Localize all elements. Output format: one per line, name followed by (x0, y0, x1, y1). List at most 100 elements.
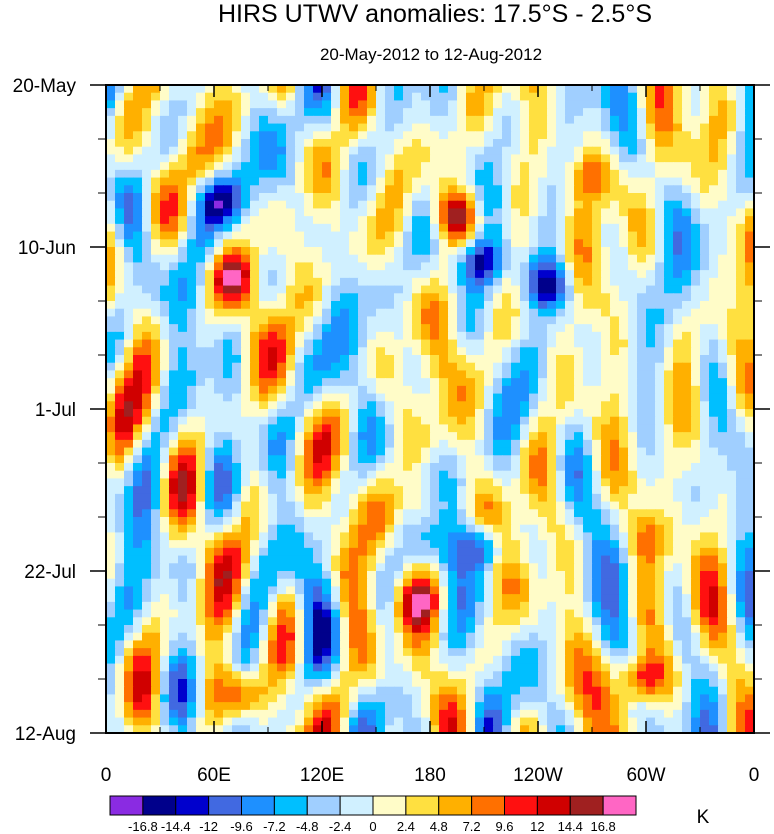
heatmap-cell (223, 447, 233, 456)
heatmap-cell (106, 239, 116, 248)
heatmap-cell (493, 331, 503, 341)
heatmap-cell (403, 92, 413, 102)
heatmap-cell (169, 139, 179, 148)
heatmap-cell (610, 409, 620, 418)
heatmap-cell (736, 131, 746, 140)
heatmap-cell (565, 586, 575, 595)
heatmap-cell (574, 578, 584, 588)
heatmap-cell (367, 347, 377, 356)
heatmap-cell (394, 139, 404, 148)
heatmap-cell (502, 409, 512, 418)
heatmap-cell (709, 532, 719, 541)
heatmap-cell (610, 177, 620, 186)
heatmap-cell (142, 432, 152, 441)
heatmap-cell (205, 169, 215, 179)
heatmap-cell (151, 393, 161, 402)
heatmap-cell (583, 200, 593, 210)
heatmap-cell (124, 285, 134, 294)
heatmap-cell (394, 293, 404, 302)
heatmap-cell (745, 401, 754, 410)
heatmap-cell (124, 393, 134, 402)
heatmap-cell (259, 501, 269, 510)
heatmap-cell (466, 324, 476, 333)
heatmap-cell (547, 177, 557, 186)
heatmap-cell (286, 478, 296, 487)
heatmap-cell (493, 92, 503, 102)
heatmap-cell (358, 108, 368, 117)
heatmap-cell (394, 208, 404, 217)
heatmap-cell (709, 447, 719, 456)
heatmap-cell (376, 216, 386, 225)
heatmap-cell (736, 393, 746, 402)
heatmap-cell (745, 92, 754, 102)
heatmap-cell (241, 378, 251, 387)
heatmap-cell (142, 193, 152, 202)
heatmap-cell (673, 277, 683, 287)
heatmap-cell (538, 123, 548, 132)
heatmap-cell (187, 331, 197, 341)
heatmap-cell (295, 601, 305, 611)
heatmap-cell (403, 563, 413, 572)
heatmap-cell (430, 362, 440, 372)
heatmap-cell (250, 432, 260, 441)
heatmap-cell (529, 324, 539, 333)
heatmap-cell (385, 85, 395, 94)
heatmap-cell (583, 470, 593, 480)
heatmap-cell (268, 139, 278, 148)
heatmap-cell (502, 270, 512, 279)
heatmap-cell (241, 270, 251, 279)
heatmap-cell (637, 262, 647, 271)
heatmap-cell (538, 169, 548, 179)
heatmap-cell (403, 586, 413, 595)
heatmap-cell (259, 509, 269, 518)
heatmap-cell (322, 208, 332, 217)
heatmap-cell (178, 609, 188, 618)
heatmap-cell (322, 463, 332, 472)
heatmap-cell (520, 270, 530, 279)
heatmap-cell (304, 501, 314, 510)
heatmap-cell (727, 115, 737, 125)
heatmap-cell (160, 331, 170, 341)
heatmap-cell (214, 316, 224, 325)
heatmap-cell (646, 301, 656, 310)
heatmap-cell (682, 108, 692, 117)
heatmap-cell (214, 571, 224, 580)
heatmap-cell (358, 301, 368, 310)
heatmap-cell (196, 617, 206, 626)
heatmap-cell (331, 216, 341, 225)
heatmap-cell (268, 146, 278, 156)
heatmap-cell (358, 547, 368, 557)
heatmap-cell (331, 540, 341, 549)
heatmap-cell (610, 493, 620, 503)
heatmap-cell (484, 200, 494, 210)
heatmap-cell (412, 532, 422, 541)
heatmap-cell (520, 247, 530, 256)
heatmap-cell (502, 509, 512, 518)
heatmap-cell (475, 154, 485, 163)
heatmap-cell (376, 478, 386, 487)
heatmap-cell (709, 401, 719, 410)
heatmap-cell (583, 432, 593, 441)
heatmap-cell (214, 609, 224, 618)
heatmap-cell (385, 455, 395, 464)
heatmap-cell (115, 594, 125, 603)
heatmap-cell (448, 154, 458, 163)
heatmap-cell (646, 378, 656, 387)
heatmap-cell (142, 370, 152, 379)
heatmap-cell (556, 139, 566, 148)
heatmap-cell (277, 524, 287, 534)
heatmap-cell (394, 463, 404, 472)
heatmap-cell (430, 177, 440, 186)
heatmap-cell (205, 115, 215, 125)
heatmap-cell (682, 301, 692, 310)
heatmap-cell (700, 92, 710, 102)
heatmap-cell (250, 154, 260, 163)
heatmap-cell (664, 447, 674, 456)
heatmap-cell (358, 177, 368, 186)
heatmap-cell (475, 571, 485, 580)
heatmap-cell (160, 115, 170, 125)
heatmap-cell (160, 463, 170, 472)
heatmap-cell (412, 293, 422, 302)
heatmap-cell (493, 571, 503, 580)
heatmap-cell (106, 100, 116, 109)
